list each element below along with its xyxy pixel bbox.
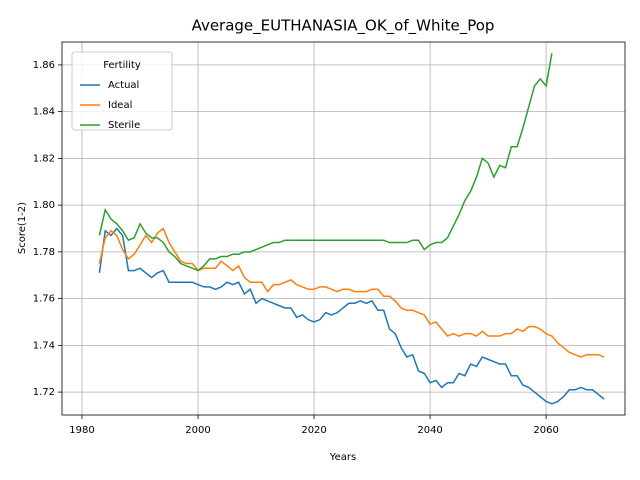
legend-title: Fertility (103, 60, 141, 71)
y-axis-label: Score(1-2) (17, 202, 28, 254)
x-tick-label: 2040 (417, 425, 442, 436)
y-tick-label: 1.74 (33, 340, 55, 351)
legend-label: Ideal (108, 100, 132, 111)
x-tick-label: 2020 (301, 425, 326, 436)
y-tick-label: 1.78 (33, 247, 55, 258)
x-tick-label: 1980 (69, 425, 94, 436)
data-line (98, 53, 553, 272)
y-tick-label: 1.84 (33, 107, 55, 118)
plot-frame (61, 41, 626, 416)
data-line (98, 227, 605, 358)
y-tick-label: 1.76 (33, 294, 55, 305)
x-axis-label: Years (329, 452, 356, 463)
chart-title: Average_EUTHANASIA_OK_of_White_Pop (192, 17, 495, 36)
y-tick-label: 1.72 (33, 387, 55, 398)
x-tick-label: 2060 (533, 425, 558, 436)
data-line (98, 227, 605, 405)
y-tick-label: 1.86 (33, 60, 55, 71)
legend-label: Sterile (108, 120, 140, 131)
y-tick-label: 1.82 (33, 153, 55, 164)
y-tick-label: 1.80 (33, 200, 55, 211)
legend-label: Actual (108, 80, 139, 91)
x-tick-label: 2000 (185, 425, 210, 436)
legend-box (71, 51, 173, 131)
